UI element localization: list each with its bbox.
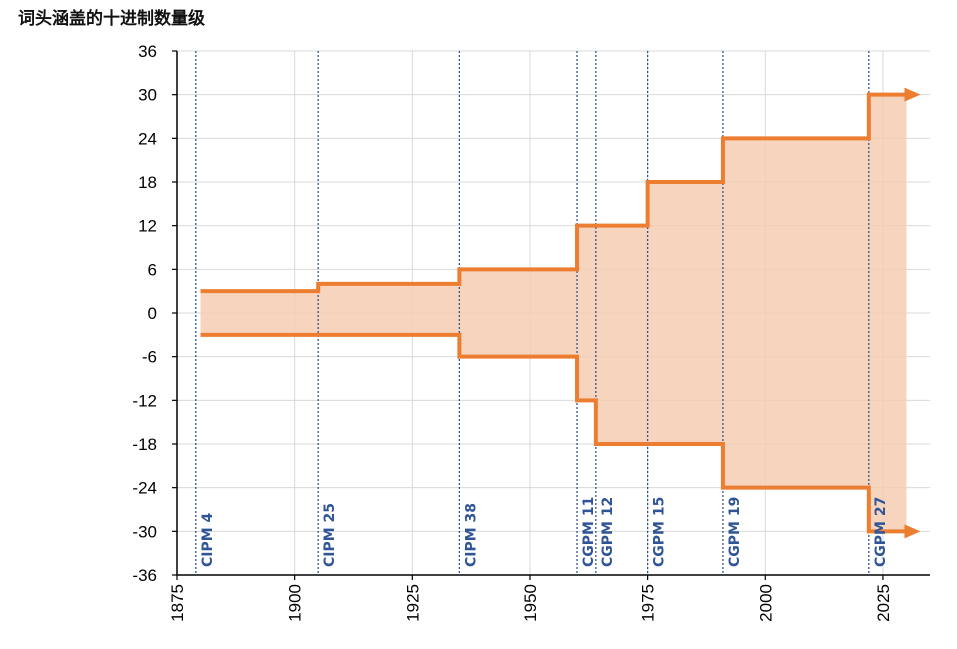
line-layer — [200, 87, 921, 539]
y-tick-label: -18 — [132, 435, 157, 454]
series-upper-line — [200, 92, 907, 294]
area-layer — [200, 94, 907, 532]
event-label: CGPM 27 — [873, 497, 889, 567]
event-label: CIPM 4 — [200, 512, 216, 567]
range-area — [200, 94, 907, 532]
series-arrow — [904, 524, 921, 539]
y-tick-label: -6 — [142, 348, 157, 367]
chart-title: 词头涵盖的十进制数量级 — [18, 9, 205, 29]
event-label: CGPM 19 — [727, 497, 743, 567]
y-tick-label: 24 — [138, 129, 157, 148]
series-arrow — [904, 87, 921, 102]
y-tick-label: 0 — [148, 304, 157, 323]
y-tick-label: -30 — [132, 522, 157, 541]
x-tick-label: 1975 — [639, 584, 658, 622]
axis-layer — [172, 50, 930, 580]
series-lower-line — [200, 332, 907, 534]
event-label: CIPM 25 — [322, 503, 338, 567]
y-tick-label: -24 — [132, 479, 157, 498]
y-tick-label: 12 — [138, 217, 157, 236]
y-tick-label: 6 — [148, 260, 157, 279]
label-layer: CIPM 4 CIPM 25 CIPM 38 CGPM 11 CGPM 12 CGPM 1… — [132, 42, 893, 622]
event-label: CGPM 11 — [581, 497, 597, 567]
y-tick-label: 30 — [138, 86, 157, 105]
y-tick-label: 18 — [138, 173, 157, 192]
x-tick-label: 1900 — [286, 584, 305, 622]
y-tick-label: 36 — [138, 42, 157, 61]
x-tick-label: 2025 — [874, 584, 893, 622]
event-label: CGPM 12 — [600, 497, 616, 567]
event-label: CIPM 38 — [463, 503, 479, 567]
y-tick-label: -36 — [132, 566, 157, 585]
x-tick-label: 1950 — [521, 584, 540, 622]
x-tick-label: 2000 — [756, 584, 775, 622]
y-tick-label: -12 — [132, 391, 157, 410]
event-label: CGPM 15 — [652, 497, 668, 567]
x-tick-label: 1875 — [168, 584, 187, 622]
x-tick-label: 1925 — [403, 584, 422, 622]
